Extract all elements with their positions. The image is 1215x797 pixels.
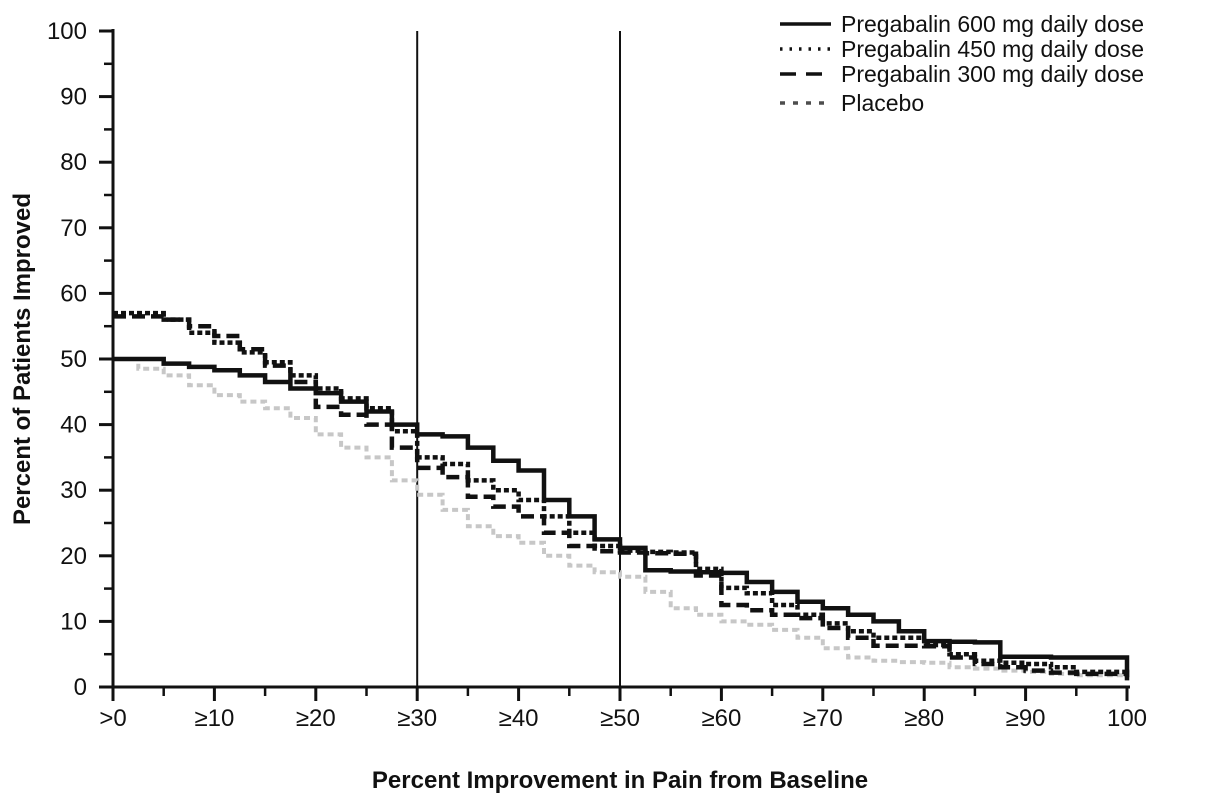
y-tick-label-70: 70: [60, 215, 87, 242]
axes: [99, 29, 1130, 701]
legend-item-pregabalin-450-mg-daily-dose: Pregabalin 450 mg daily dose: [780, 36, 1144, 62]
x-axis-title: Percent Improvement in Pain from Baselin…: [372, 767, 868, 794]
y-tick-label-80: 80: [60, 149, 87, 176]
legend-item-placebo: Placebo: [780, 90, 924, 116]
y-tick-label-50: 50: [60, 346, 87, 373]
y-tick-label-0: 0: [74, 674, 87, 701]
x-tick-label-50: ≥50: [600, 705, 640, 732]
legend-label: Pregabalin 600 mg daily dose: [841, 11, 1144, 37]
y-tick-label-60: 60: [60, 280, 87, 307]
y-tick-label-20: 20: [60, 543, 87, 570]
tick-labels: >0 ≥10 ≥20 ≥30 ≥40 ≥50 ≥60 ≥70 ≥80 ≥90 100 0 10 20 30 4…: [47, 18, 1147, 732]
y-axis-title: Percent of Patients Improved: [9, 193, 36, 525]
x-tick-label-90: ≥90: [1006, 705, 1046, 732]
reference-lines: [416, 31, 621, 687]
x-tick-label-20: ≥20: [296, 705, 336, 732]
curves: [113, 310, 1130, 681]
legend-label: Pregabalin 450 mg daily dose: [841, 36, 1144, 62]
legend-label: Placebo: [841, 90, 924, 116]
legend-item-pregabalin-600-mg-daily-dose: Pregabalin 600 mg daily dose: [780, 11, 1144, 37]
x-tick-label-60: ≥60: [701, 705, 741, 732]
x-tick-label-70: ≥70: [803, 705, 843, 732]
y-tick-label-40: 40: [60, 412, 87, 439]
curve-pregabalin-450-mg-daily-dose: [113, 310, 1130, 675]
x-tick-label-100: 100: [1107, 705, 1147, 732]
y-tick-label-30: 30: [60, 477, 87, 504]
legend-label: Pregabalin 300 mg daily dose: [841, 61, 1144, 87]
x-tick-label-30: ≥30: [397, 705, 437, 732]
x-tick-label-0: >0: [99, 705, 126, 732]
y-tick-label-100: 100: [47, 18, 87, 45]
x-tick-label-10: ≥10: [194, 705, 234, 732]
y-tick-label-90: 90: [60, 84, 87, 111]
legend-item-pregabalin-300-mg-daily-dose: Pregabalin 300 mg daily dose: [780, 61, 1144, 87]
x-tick-label-40: ≥40: [499, 705, 539, 732]
x-tick-label-80: ≥80: [904, 705, 944, 732]
y-tick-label-10: 10: [60, 608, 87, 635]
curve-pregabalin-600-mg-daily-dose: [113, 356, 1130, 681]
curve-placebo: [113, 357, 1129, 678]
